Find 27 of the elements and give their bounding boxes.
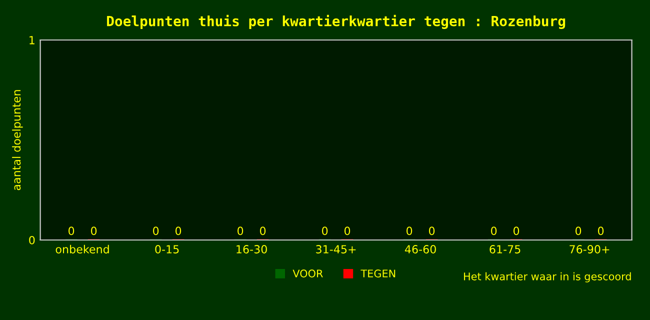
data-label: 0 bbox=[322, 226, 328, 236]
x-tick-label: 61-75 bbox=[490, 245, 520, 254]
x-tick-label: 46-60 bbox=[404, 245, 436, 254]
data-label: 0 bbox=[344, 226, 350, 236]
x-axis-title: Het kwartier waar in is gescoord bbox=[464, 272, 631, 282]
y-axis-title: aantal doelpunten bbox=[12, 90, 23, 190]
legend-label: VOOR bbox=[292, 270, 323, 278]
y-tick-label: 1 bbox=[30, 36, 34, 44]
data-label: 0 bbox=[260, 226, 266, 236]
data-label: 0 bbox=[90, 226, 97, 236]
x-tick-label: 0-15 bbox=[155, 245, 179, 254]
x-tick-label: onbekend bbox=[56, 244, 109, 254]
x-tick-label: 76-90+ bbox=[570, 245, 610, 254]
legend-label: TEGEN bbox=[360, 270, 396, 278]
data-label: 0 bbox=[598, 226, 604, 236]
data-label: 0 bbox=[68, 226, 74, 236]
data-label: 0 bbox=[406, 226, 412, 236]
data-label: 0 bbox=[175, 226, 182, 236]
data-label: 0 bbox=[576, 226, 582, 236]
data-label: 0 bbox=[428, 226, 435, 236]
data-label: 0 bbox=[238, 226, 244, 236]
data-label: 0 bbox=[513, 226, 520, 236]
x-tick-label: 31-45+ bbox=[316, 245, 356, 254]
data-label: 0 bbox=[491, 226, 497, 236]
data-label: 0 bbox=[153, 226, 159, 236]
chart-title: Doelpunten thuis per kwartierkwartier tegen : Rozenburg bbox=[107, 14, 566, 29]
x-tick-label: 16-30 bbox=[236, 245, 267, 254]
